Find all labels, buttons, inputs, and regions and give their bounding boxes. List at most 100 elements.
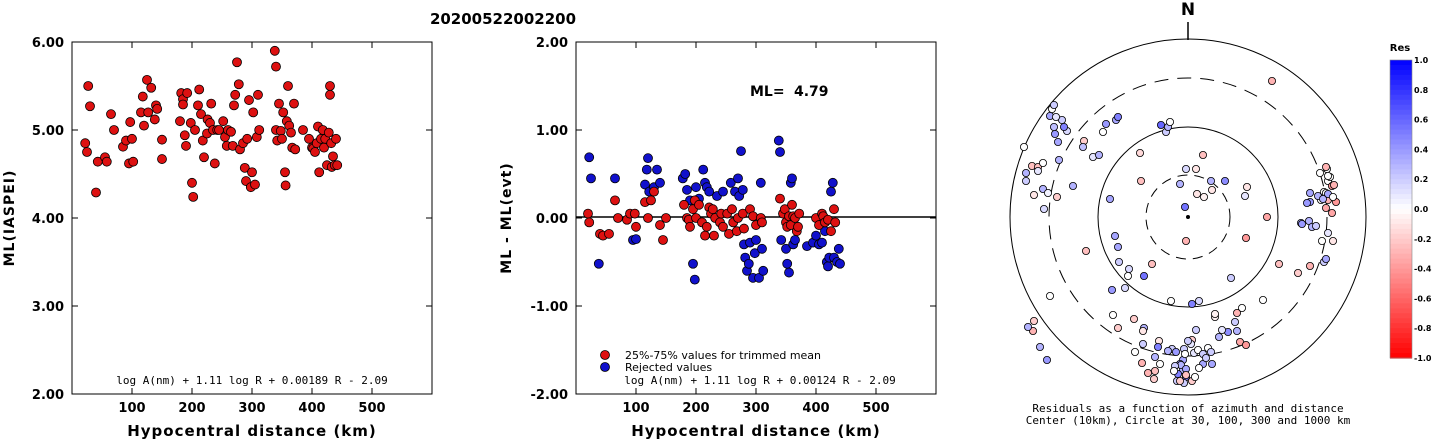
rejected-point bbox=[790, 235, 800, 245]
data-point bbox=[226, 126, 236, 137]
trimmed-point bbox=[739, 223, 749, 234]
data-point bbox=[298, 125, 308, 135]
trimmed-point bbox=[787, 199, 797, 210]
colorbar-cell bbox=[1390, 139, 1412, 146]
trimmed-point bbox=[685, 221, 695, 232]
colorbar-tick-label: 0.0 bbox=[1414, 205, 1429, 214]
colorbar-cell bbox=[1390, 179, 1412, 185]
legend-label-trimmed: 25%-75% values for trimmed mean bbox=[625, 349, 821, 362]
station-marker bbox=[1024, 322, 1033, 331]
colorbar-cell bbox=[1390, 353, 1412, 359]
station-marker bbox=[1164, 346, 1173, 355]
colorbar-cell bbox=[1390, 318, 1412, 324]
colorbar-cell bbox=[1390, 253, 1412, 260]
station-marker bbox=[1054, 137, 1063, 146]
station-marker bbox=[1218, 325, 1227, 334]
rejected-point bbox=[643, 153, 653, 164]
colorbar-cell bbox=[1390, 218, 1412, 225]
ring-1000km bbox=[1009, 38, 1367, 396]
station-marker bbox=[1324, 228, 1333, 237]
data-point bbox=[289, 98, 299, 109]
data-point bbox=[271, 61, 281, 72]
colorbar-cell bbox=[1390, 303, 1412, 309]
caption-line-2: Center (10km), Circle at 30, 100, 300 an… bbox=[1026, 414, 1351, 427]
data-point bbox=[179, 130, 190, 141]
trimmed-point bbox=[658, 235, 668, 245]
data-point bbox=[254, 125, 265, 135]
x-tick-label: 500 bbox=[862, 401, 889, 416]
trimmed-point bbox=[829, 204, 839, 215]
data-point bbox=[286, 127, 296, 138]
rejected-point bbox=[689, 274, 700, 285]
station-marker bbox=[1060, 123, 1069, 132]
colorbar-cell bbox=[1390, 258, 1412, 265]
station-marker bbox=[1099, 127, 1108, 136]
rejected-point bbox=[749, 248, 760, 259]
station-marker bbox=[1082, 246, 1091, 255]
data-point bbox=[193, 100, 203, 111]
station-marker bbox=[1114, 113, 1123, 122]
data-point bbox=[101, 156, 112, 167]
colorbar-cell bbox=[1390, 164, 1412, 170]
colorbar-tick-label: -0.8 bbox=[1414, 324, 1432, 333]
station-marker bbox=[1182, 370, 1191, 379]
colorbar-cell bbox=[1390, 174, 1412, 180]
station-marker bbox=[1043, 355, 1052, 364]
trimmed-point bbox=[649, 186, 659, 197]
rejected-point bbox=[640, 179, 650, 190]
colorbar-cell bbox=[1390, 308, 1412, 314]
station-marker bbox=[1242, 340, 1251, 349]
station-marker bbox=[1181, 349, 1190, 358]
data-point bbox=[109, 125, 119, 135]
trimmed-point bbox=[700, 230, 710, 241]
colorbar-cell bbox=[1390, 189, 1412, 195]
rejected-point bbox=[758, 265, 769, 276]
station-marker bbox=[1259, 295, 1268, 304]
data-point bbox=[304, 133, 314, 144]
station-marker bbox=[1020, 142, 1029, 151]
station-marker bbox=[1306, 188, 1315, 197]
colorbar-cell bbox=[1390, 154, 1412, 160]
caption-line-1: Residuals as a function of azimuth and d… bbox=[1032, 402, 1343, 415]
station-marker bbox=[1329, 192, 1338, 201]
station-marker bbox=[1263, 212, 1272, 221]
data-point bbox=[269, 45, 280, 56]
colorbar-frame bbox=[1389, 59, 1413, 359]
station-marker bbox=[1022, 176, 1031, 185]
x-tick-labels-1: 100 200 300 400 500 bbox=[118, 42, 386, 416]
colorbar-title: Res bbox=[1390, 43, 1410, 54]
data-point bbox=[152, 103, 163, 114]
station-marker bbox=[1044, 188, 1053, 197]
colorbar-tick-label: 1.0 bbox=[1414, 56, 1429, 65]
data-point bbox=[175, 116, 185, 127]
ml-value: 4.79 bbox=[794, 84, 829, 100]
trimmed-point bbox=[775, 193, 785, 204]
y-tick-label: 1.00 bbox=[536, 124, 568, 139]
station-marker bbox=[1208, 359, 1217, 368]
rejected-point bbox=[827, 177, 838, 188]
legend: 25%-75% values for trimmed mean Rejected… bbox=[600, 349, 821, 374]
rejected-point bbox=[737, 184, 748, 195]
legend-marker-trimmed bbox=[600, 350, 610, 360]
data-point bbox=[331, 133, 341, 144]
y-tick-label: 3.00 bbox=[32, 300, 64, 315]
colorbar-cell bbox=[1390, 243, 1412, 250]
rejected-point bbox=[736, 146, 746, 157]
station-marker bbox=[1268, 77, 1277, 86]
station-marker bbox=[1055, 155, 1064, 164]
data-points-1 bbox=[80, 45, 343, 202]
data-point bbox=[310, 147, 320, 157]
station-marker bbox=[1294, 268, 1303, 277]
data-point bbox=[157, 134, 167, 145]
colorbar-cell bbox=[1390, 60, 1412, 66]
data-point bbox=[280, 167, 290, 178]
station-marker bbox=[1156, 359, 1165, 368]
colorbar-cell bbox=[1390, 84, 1412, 91]
colorbar-cell bbox=[1390, 114, 1412, 121]
station-marker bbox=[1121, 283, 1130, 292]
x-tick-label: 500 bbox=[358, 401, 385, 416]
station-marker bbox=[1172, 347, 1181, 356]
rejected-point bbox=[718, 186, 728, 197]
data-point bbox=[229, 100, 239, 111]
x-tick-label: 300 bbox=[742, 401, 769, 416]
